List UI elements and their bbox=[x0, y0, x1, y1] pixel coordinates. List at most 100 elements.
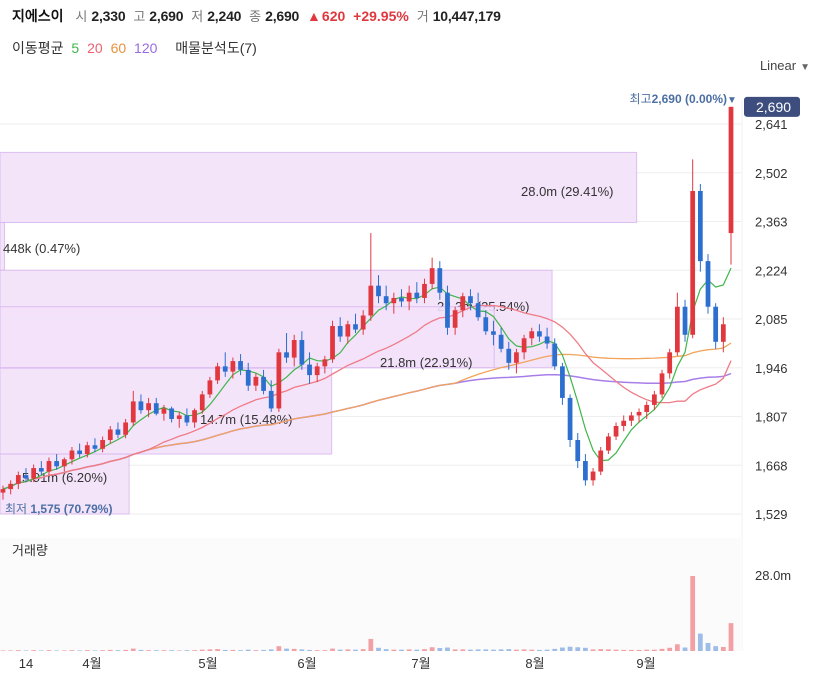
volume-bar bbox=[123, 649, 128, 651]
candle-body bbox=[299, 340, 305, 365]
price-markers: 2,690 최고2,690 (0.00%) ▼ 최저 1,575 (70.79%) bbox=[5, 92, 800, 516]
candle-body bbox=[115, 429, 121, 435]
x-tick-label: 8월 bbox=[525, 656, 544, 671]
scale-toggle-button[interactable]: Linear ▼ bbox=[760, 58, 810, 73]
candle-body bbox=[567, 397, 573, 440]
volume-bar bbox=[130, 648, 136, 651]
volume-bar bbox=[314, 650, 320, 651]
volume-bar bbox=[192, 650, 197, 651]
price-header: 지에스이 시 2,330 고 2,690 저 2,240 종 2,690 ▲620 +2… bbox=[12, 6, 505, 26]
candle-body bbox=[15, 475, 21, 484]
candle-body bbox=[383, 296, 389, 304]
ma20-label[interactable]: 20 bbox=[87, 40, 103, 56]
y-tick-label: 1,668 bbox=[755, 458, 788, 473]
volume-bar bbox=[169, 650, 174, 651]
candle-body bbox=[697, 190, 703, 262]
candle-body bbox=[307, 364, 312, 376]
volume-bar bbox=[69, 650, 75, 651]
volume-bar bbox=[337, 649, 343, 651]
x-tick-label: 5월 bbox=[198, 656, 217, 671]
candle-body bbox=[77, 450, 83, 455]
candle-body bbox=[100, 439, 105, 449]
candle-body bbox=[682, 306, 688, 335]
volume-bar bbox=[391, 649, 397, 651]
volume-profile: 28.0m (29.41%)448k (0.47%)24.3m (25.54%)… bbox=[0, 151, 638, 515]
candle-body bbox=[245, 369, 251, 386]
ma-label: 이동평균 bbox=[12, 40, 64, 56]
candle-body bbox=[713, 306, 719, 342]
close-label: 종 bbox=[249, 9, 262, 24]
candle-body bbox=[230, 361, 236, 372]
high-label: 고 bbox=[133, 9, 146, 24]
volume-bar bbox=[544, 649, 550, 651]
volume-bar bbox=[176, 650, 182, 651]
volume-profile-label: 21.8m (22.91%) bbox=[380, 355, 473, 370]
volume-value: 10,447,179 bbox=[432, 8, 501, 24]
candle-body bbox=[720, 324, 726, 342]
y-tick-label: 1,807 bbox=[755, 410, 788, 425]
candle-body bbox=[276, 352, 282, 409]
volume-bar bbox=[276, 646, 282, 651]
candle-body bbox=[238, 361, 243, 370]
volume-bar bbox=[414, 649, 420, 651]
candle-body bbox=[268, 390, 274, 409]
x-tick-label: 6월 bbox=[297, 656, 316, 671]
ma5-label[interactable]: 5 bbox=[71, 40, 80, 56]
axes: 2,641 2,502 2,363 2,224 2,085 1,946 1,807 1,668… bbox=[12, 117, 791, 671]
volume-bar bbox=[376, 647, 381, 651]
volume-bar bbox=[199, 649, 205, 651]
volume-bar bbox=[253, 650, 259, 651]
stock-name: 지에스이 bbox=[12, 8, 64, 24]
candle-body bbox=[176, 415, 182, 419]
close-value: 2,690 bbox=[265, 8, 300, 24]
candle-body bbox=[130, 401, 136, 423]
volume-bar bbox=[153, 650, 159, 651]
candle-body bbox=[291, 340, 297, 358]
volume-bar bbox=[184, 650, 190, 651]
volume-bar bbox=[115, 650, 121, 651]
chevron-down-icon: ▼ bbox=[800, 62, 810, 73]
low-label: 저 bbox=[191, 9, 204, 24]
candle-body bbox=[544, 336, 550, 344]
indicator-legend[interactable]: 이동평균 5 20 60 120 매물분석도(7) bbox=[12, 38, 261, 58]
volume-bar bbox=[560, 647, 565, 651]
volume-bar bbox=[629, 649, 634, 651]
volume-bar bbox=[498, 649, 504, 651]
volume-bars bbox=[0, 576, 734, 651]
candle-body bbox=[123, 422, 128, 435]
volume-bar bbox=[475, 649, 481, 651]
volume-bar bbox=[720, 646, 726, 651]
volume-bar bbox=[238, 650, 243, 651]
candle-body bbox=[207, 380, 213, 395]
candle-body bbox=[659, 373, 665, 395]
volume-bar bbox=[445, 647, 450, 651]
volume-bar bbox=[613, 649, 619, 651]
volume-profile-label[interactable]: 매물분석도(7) bbox=[175, 40, 257, 56]
candle-body bbox=[728, 106, 734, 234]
volume-bar bbox=[460, 649, 466, 651]
volume-bar bbox=[307, 649, 312, 651]
candle-body bbox=[575, 439, 581, 462]
volume-bar bbox=[506, 649, 512, 651]
ma60-label[interactable]: 60 bbox=[110, 40, 127, 56]
candle-body bbox=[38, 468, 44, 472]
candle-body bbox=[222, 366, 228, 372]
volume-bar bbox=[590, 649, 596, 651]
volume-bar bbox=[659, 648, 665, 651]
candle-body bbox=[69, 450, 75, 460]
volume-profile-band bbox=[0, 151, 638, 224]
volume-bar bbox=[15, 650, 21, 651]
candle-body bbox=[153, 403, 159, 414]
y-tick-label: 1,946 bbox=[755, 361, 788, 376]
candle-body bbox=[445, 292, 450, 328]
candle-body bbox=[422, 283, 427, 298]
ma20-line bbox=[2, 304, 732, 490]
volume-label: 거 bbox=[416, 9, 429, 24]
volume-bar bbox=[667, 647, 673, 651]
candle-body bbox=[483, 317, 489, 332]
volume-bar bbox=[54, 650, 60, 651]
candle-body bbox=[606, 436, 611, 451]
ma120-label[interactable]: 120 bbox=[134, 40, 158, 56]
candle-body bbox=[636, 411, 642, 416]
